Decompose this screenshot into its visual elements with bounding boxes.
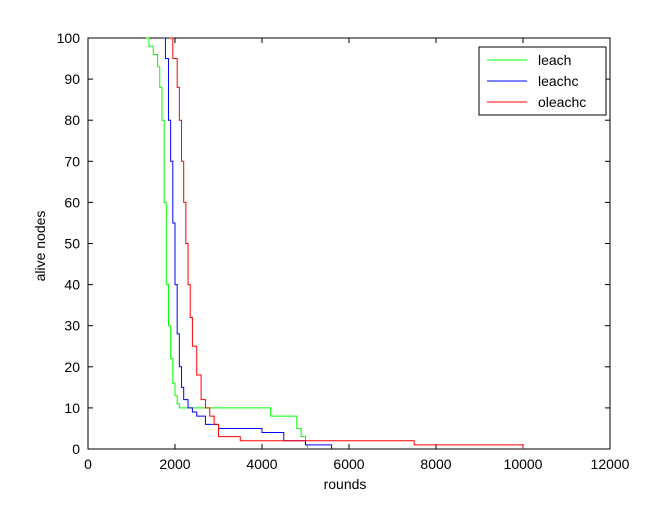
x-axis-ticks: 0 2000 4000 6000 8000 10000 12000 [84, 38, 630, 472]
y-tick-label: 80 [64, 112, 80, 128]
y-tick-label: 50 [64, 236, 80, 252]
y-tick-label: 70 [64, 153, 80, 169]
x-tick-label: 10000 [504, 456, 543, 472]
y-axis-ticks: 0 10 20 30 40 50 60 70 80 90 100 [57, 30, 610, 457]
series-line-leachc [162, 37, 333, 449]
x-tick-label: 8000 [420, 456, 451, 472]
x-tick-label: 6000 [333, 456, 364, 472]
y-tick-label: 20 [64, 359, 80, 375]
x-axis-title: rounds [324, 476, 367, 492]
y-axis-title: alive nodes [32, 211, 48, 282]
legend-label-leachc: leachc [538, 73, 578, 89]
legend-label-oleachc: oleachc [538, 94, 586, 110]
x-tick-label: 4000 [246, 456, 277, 472]
x-tick-label: 12000 [591, 456, 630, 472]
series-line-oleachc [169, 37, 524, 449]
x-tick-label: 0 [84, 456, 92, 472]
legend-label-leach: leach [538, 52, 571, 68]
y-tick-label: 0 [72, 441, 80, 457]
y-tick-label: 40 [64, 277, 80, 293]
legend: leach leachc oleachc [478, 46, 607, 116]
y-tick-label: 90 [64, 71, 80, 87]
y-tick-label: 10 [64, 400, 80, 416]
y-tick-label: 60 [64, 194, 80, 210]
x-tick-label: 2000 [159, 456, 190, 472]
y-tick-label: 30 [64, 318, 80, 334]
series-line-leach [145, 37, 309, 449]
series-layer [145, 37, 524, 449]
y-tick-label: 100 [57, 30, 81, 46]
